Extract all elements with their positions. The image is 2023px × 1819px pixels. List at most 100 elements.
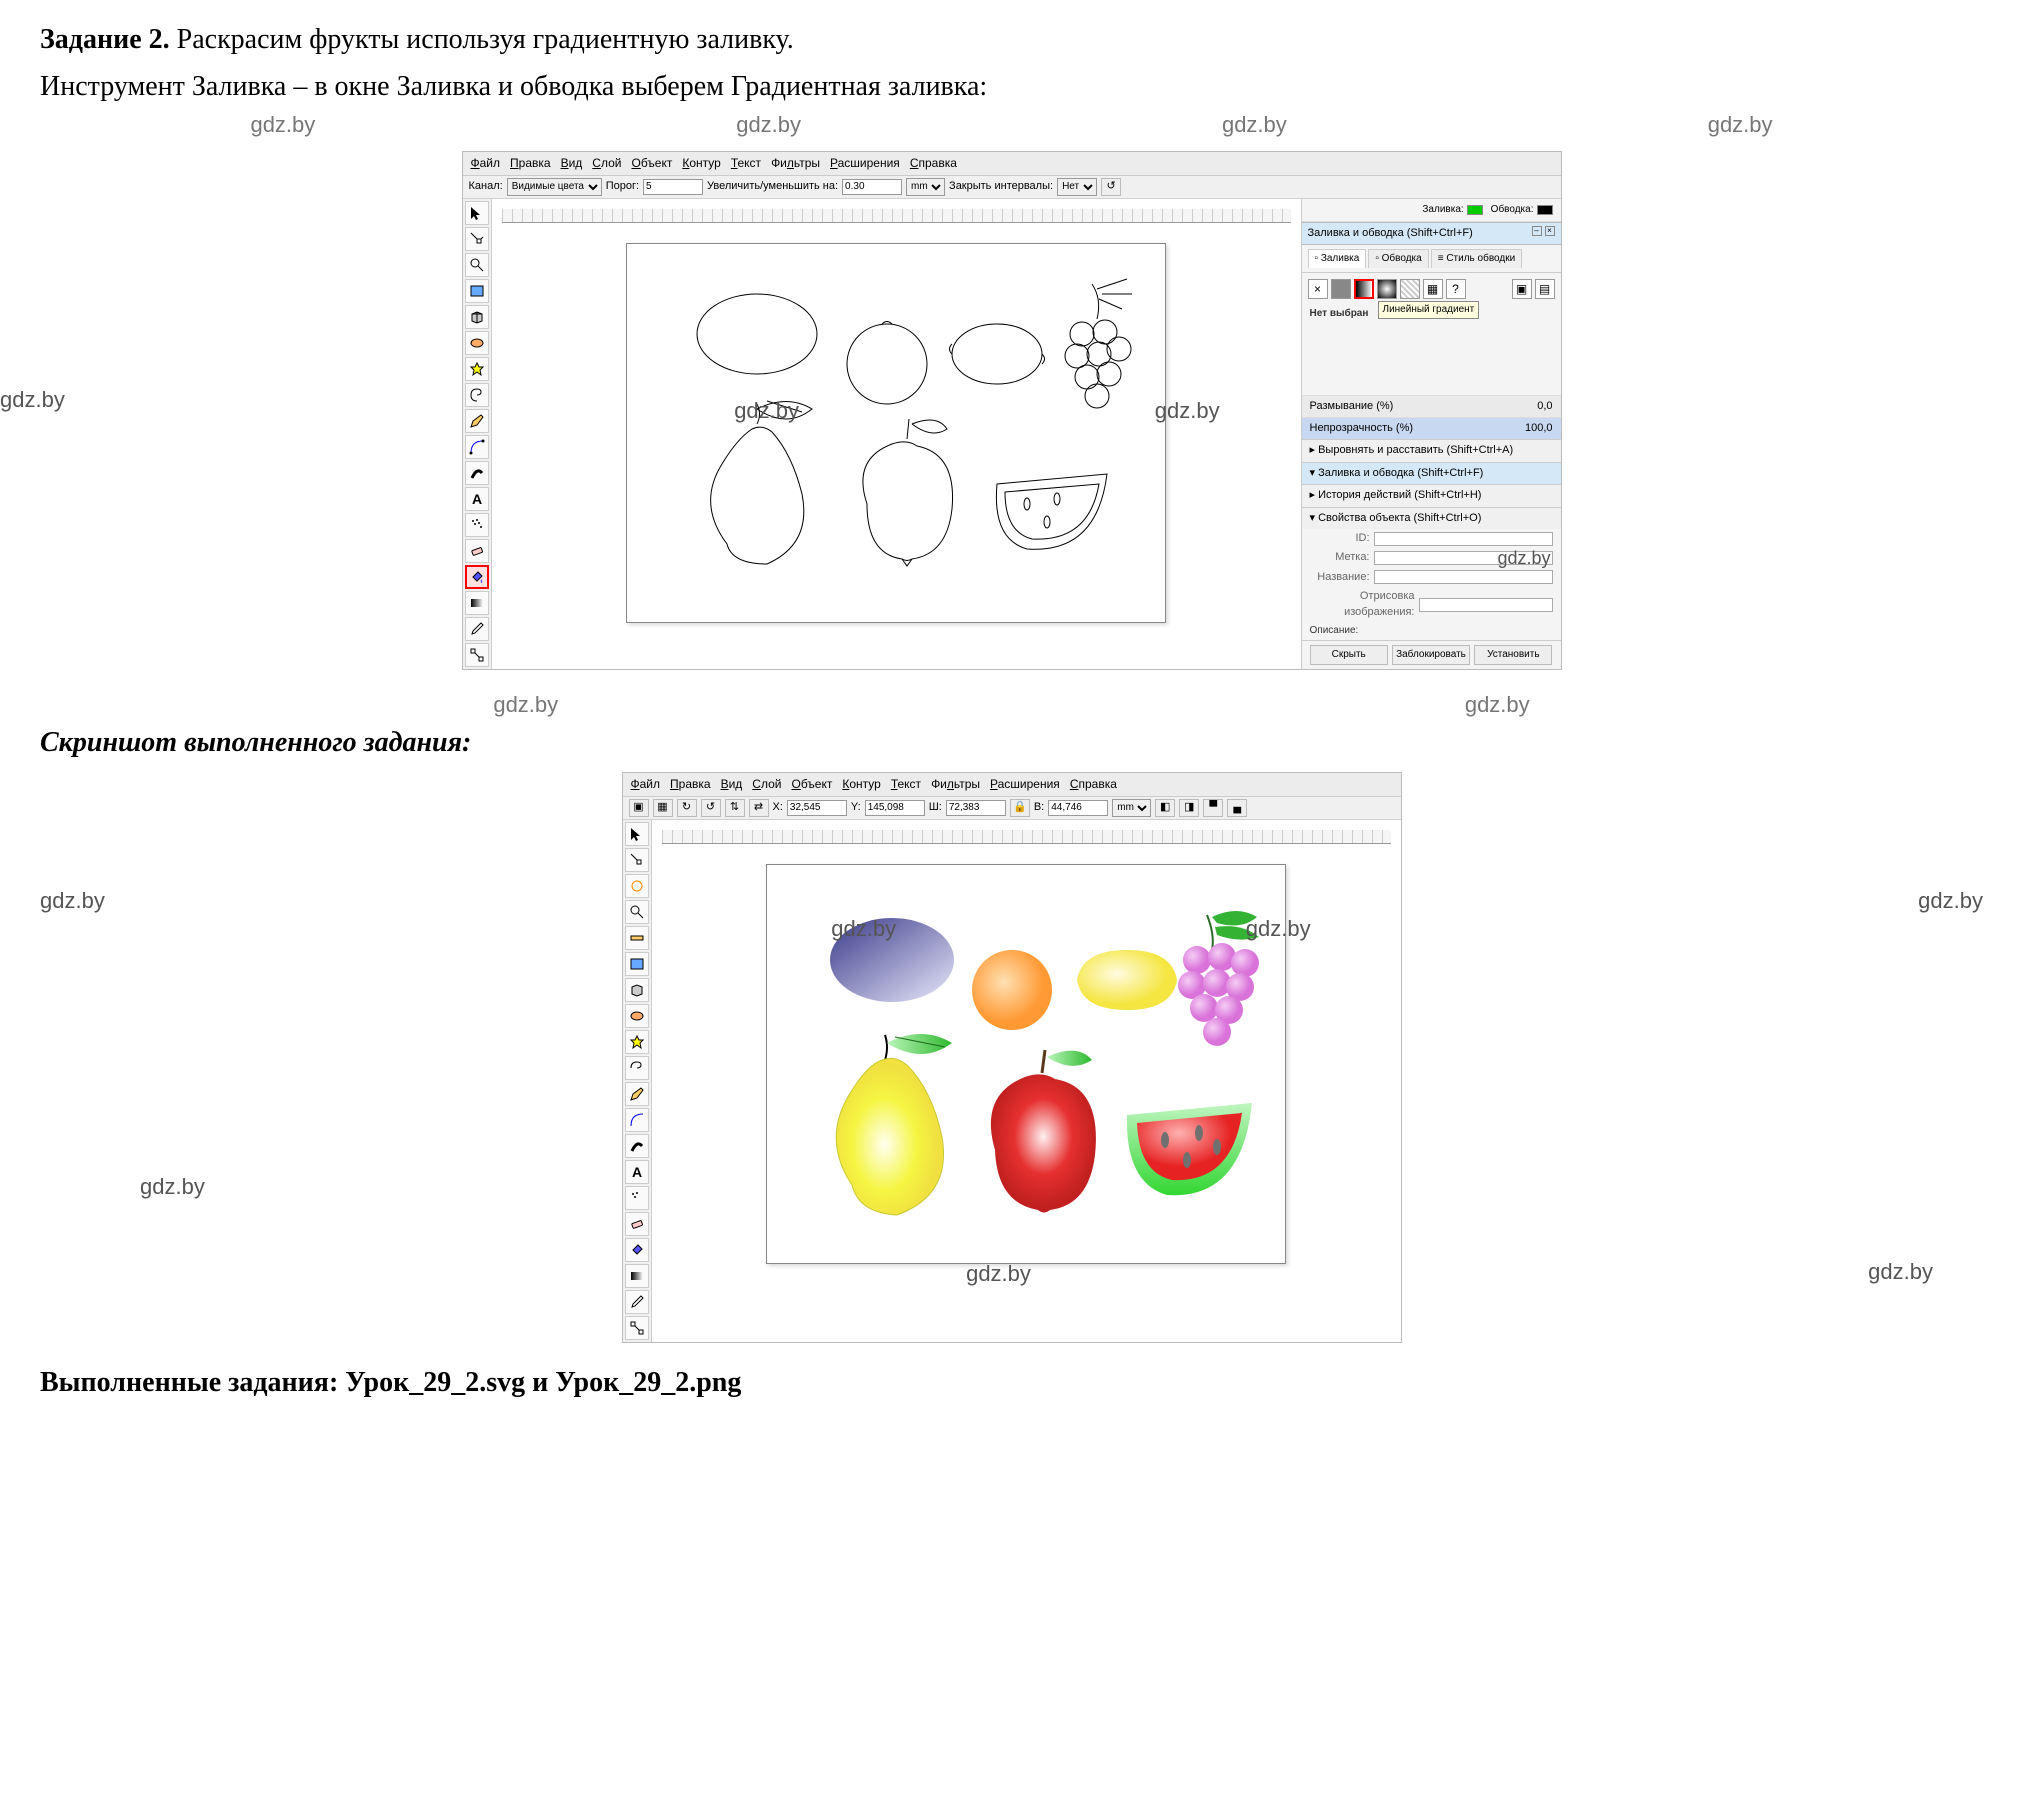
dropper-tool-2[interactable] [625, 1290, 649, 1314]
text-tool-2[interactable]: A [625, 1160, 649, 1184]
menu-edit[interactable]: Правка [510, 155, 551, 172]
align-section[interactable]: ▸ Выровнять и расставить (Shift+Ctrl+A) [1302, 439, 1561, 461]
star-tool[interactable] [465, 357, 489, 381]
menu-filters[interactable]: Фильтры [771, 155, 820, 172]
w-input[interactable] [946, 800, 1006, 816]
menu-text-2[interactable]: Текст [891, 776, 921, 793]
menu-help-2[interactable]: Справка [1070, 776, 1117, 793]
spiral-tool-2[interactable] [625, 1056, 649, 1080]
ellipse-tool-2[interactable] [625, 1004, 649, 1028]
calligraphy-tool[interactable] [465, 461, 489, 485]
gradient-tool-2[interactable] [625, 1264, 649, 1288]
affect-4[interactable]: ▄ [1227, 799, 1247, 817]
spray-tool[interactable] [465, 513, 489, 537]
canvas-area[interactable]: gdz.by gdz.by [492, 199, 1301, 669]
canvas-area-2[interactable]: gdz.by gdz.by gdz.by [652, 820, 1401, 1342]
tb-btn-1[interactable]: ▣ [629, 799, 649, 817]
menu-object-2[interactable]: Объект [791, 776, 832, 793]
history-section[interactable]: ▸ История действий (Shift+Ctrl+H) [1302, 484, 1561, 506]
node-tool-2[interactable] [625, 848, 649, 872]
bucket-tool[interactable] [465, 565, 489, 589]
tb-btn-2[interactable]: ▦ [653, 799, 673, 817]
fill-section[interactable]: ▾ Заливка и обводка (Shift+Ctrl+F) [1302, 462, 1561, 484]
eraser-tool-2[interactable] [625, 1212, 649, 1236]
menu-filters-2[interactable]: Фильтры [931, 776, 980, 793]
selector-tool-2[interactable] [625, 822, 649, 846]
hide-button[interactable]: Скрыть [1310, 645, 1388, 665]
lock-button[interactable]: Заблокировать [1392, 645, 1470, 665]
rect-tool[interactable] [465, 279, 489, 303]
id-input[interactable] [1374, 532, 1553, 546]
fill-rule-b-button[interactable]: ▤ [1535, 279, 1555, 299]
gradient-tool[interactable] [465, 591, 489, 615]
unit-select-2[interactable]: mm [1112, 799, 1151, 817]
rect-tool-2[interactable] [625, 952, 649, 976]
menu-edit-2[interactable]: Правка [670, 776, 711, 793]
3dbox-tool-2[interactable] [625, 978, 649, 1002]
affect-2[interactable]: ◨ [1179, 799, 1199, 817]
menu-layer-2[interactable]: Слой [752, 776, 781, 793]
render-input[interactable] [1419, 598, 1553, 612]
fill-swatch-button[interactable]: ▦ [1423, 279, 1443, 299]
node-tool[interactable] [465, 227, 489, 251]
menu-ext-2[interactable]: Расширения [990, 776, 1060, 793]
menu-view[interactable]: Вид [561, 155, 583, 172]
fill-unknown-button[interactable]: ? [1446, 279, 1466, 299]
pencil-tool-2[interactable] [625, 1082, 649, 1106]
unit-select[interactable]: mm [906, 178, 945, 196]
threshold-input[interactable] [643, 179, 703, 195]
zoom-tool-2[interactable] [625, 900, 649, 924]
3dbox-tool[interactable] [465, 305, 489, 329]
calligraphy-tool-2[interactable] [625, 1134, 649, 1158]
affect-3[interactable]: ▀ [1203, 799, 1223, 817]
tb-btn-5[interactable]: ⇅ [725, 799, 745, 817]
tb-btn-6[interactable]: ⇄ [749, 799, 769, 817]
spiral-tool[interactable] [465, 383, 489, 407]
menu-view-2[interactable]: Вид [721, 776, 743, 793]
text-tool[interactable]: A [465, 487, 489, 511]
menu-ext[interactable]: Расширения [830, 155, 900, 172]
props-section-header[interactable]: ▾ Свойства объекта (Shift+Ctrl+O) [1302, 507, 1561, 529]
bucket-tool-2[interactable] [625, 1238, 649, 1262]
fill-flat-button[interactable] [1331, 279, 1351, 299]
fill-none-button[interactable]: × [1308, 279, 1328, 299]
h-input[interactable] [1048, 800, 1108, 816]
affect-1[interactable]: ◧ [1155, 799, 1175, 817]
connector-tool-2[interactable] [625, 1316, 649, 1340]
menu-file-2[interactable]: Файл [631, 776, 661, 793]
bezier-tool[interactable] [465, 435, 489, 459]
zoom-tool[interactable] [465, 253, 489, 277]
x-input[interactable] [787, 800, 847, 816]
fill-pattern-button[interactable] [1400, 279, 1420, 299]
name-input[interactable] [1374, 570, 1553, 584]
menu-layer[interactable]: Слой [592, 155, 621, 172]
bezier-tool-2[interactable] [625, 1108, 649, 1132]
fill-radial-gradient-button[interactable] [1377, 279, 1397, 299]
connector-tool[interactable] [465, 643, 489, 667]
y-input[interactable] [865, 800, 925, 816]
zoom-input[interactable] [842, 179, 902, 195]
menu-text[interactable]: Текст [731, 155, 761, 172]
close-select[interactable]: Нет [1057, 178, 1097, 196]
eraser-tool[interactable] [465, 539, 489, 563]
tb-btn-3[interactable]: ↻ [677, 799, 697, 817]
menu-help[interactable]: Справка [910, 155, 957, 172]
menu-file[interactable]: Файл [471, 155, 501, 172]
dropper-tool[interactable] [465, 617, 489, 641]
lock-wh-button[interactable]: 🔒 [1010, 799, 1030, 817]
panel-close-icon[interactable]: × [1545, 226, 1555, 236]
fill-rule-a-button[interactable]: ▣ [1512, 279, 1532, 299]
menu-path[interactable]: Контур [682, 155, 720, 172]
pencil-tool[interactable] [465, 409, 489, 433]
selector-tool[interactable] [465, 201, 489, 225]
spray-tool-2[interactable] [625, 1186, 649, 1210]
tab-stroke[interactable]: ▫ Обводка [1368, 249, 1428, 268]
tab-fill[interactable]: ▫ Заливка [1308, 249, 1367, 268]
tb-btn-4[interactable]: ↺ [701, 799, 721, 817]
tab-stroke-style[interactable]: ≡ Стиль обводки [1431, 249, 1522, 268]
measure-tool[interactable] [625, 926, 649, 950]
set-button[interactable]: Установить [1474, 645, 1552, 665]
reset-button[interactable]: ↺ [1101, 178, 1121, 196]
panel-min-icon[interactable]: – [1532, 226, 1542, 236]
fill-linear-gradient-button[interactable] [1354, 279, 1374, 299]
